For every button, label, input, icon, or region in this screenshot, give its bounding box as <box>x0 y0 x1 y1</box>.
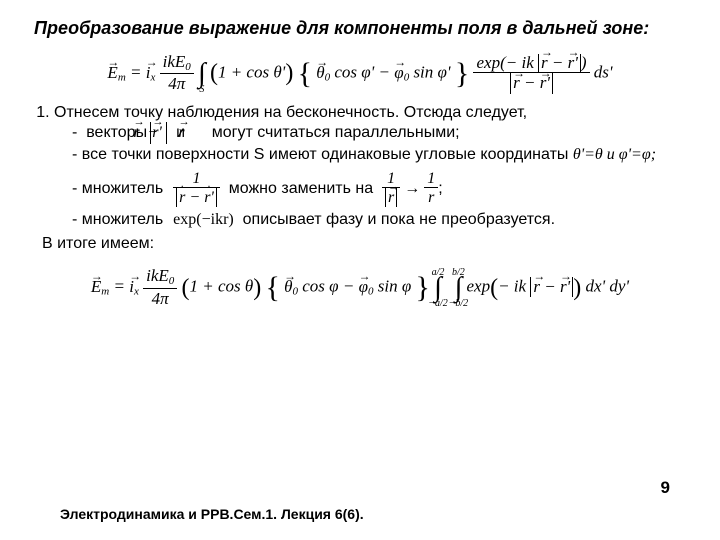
subitem-2: - все точки поверхности S имеют одинаков… <box>72 144 686 166</box>
page-number: 9 <box>661 478 670 498</box>
subitem-1: - векторы →r − →r' и →r могут считаться … <box>72 122 686 144</box>
item1-text: Отнесем точку наблюдения на бесконечност… <box>54 104 527 121</box>
slide-title: Преобразование выражение для компоненты … <box>34 18 686 39</box>
equation-1: →Em = →ix ikE0 4π ∫ S (1 + cos θ') { →θ0… <box>34 53 686 94</box>
equation-2: →Em = →ix ikE0 4π (1 + cos θ) { →θ0 cos … <box>34 267 686 308</box>
subitem-4: - множитель exp(−ikr) описывает фазу и п… <box>72 211 686 229</box>
list-item-1: Отнесем точку наблюдения на бесконечност… <box>54 104 686 229</box>
numbered-list: Отнесем точку наблюдения на бесконечност… <box>34 104 686 229</box>
subitem-3: - множитель 1 ·r − ·r' можно заменить на… <box>72 170 686 208</box>
result-label: В итоге имеем: <box>42 235 686 253</box>
footer-text: Электродинамика и РРВ.Сем.1. Лекция 6(6)… <box>60 506 364 522</box>
